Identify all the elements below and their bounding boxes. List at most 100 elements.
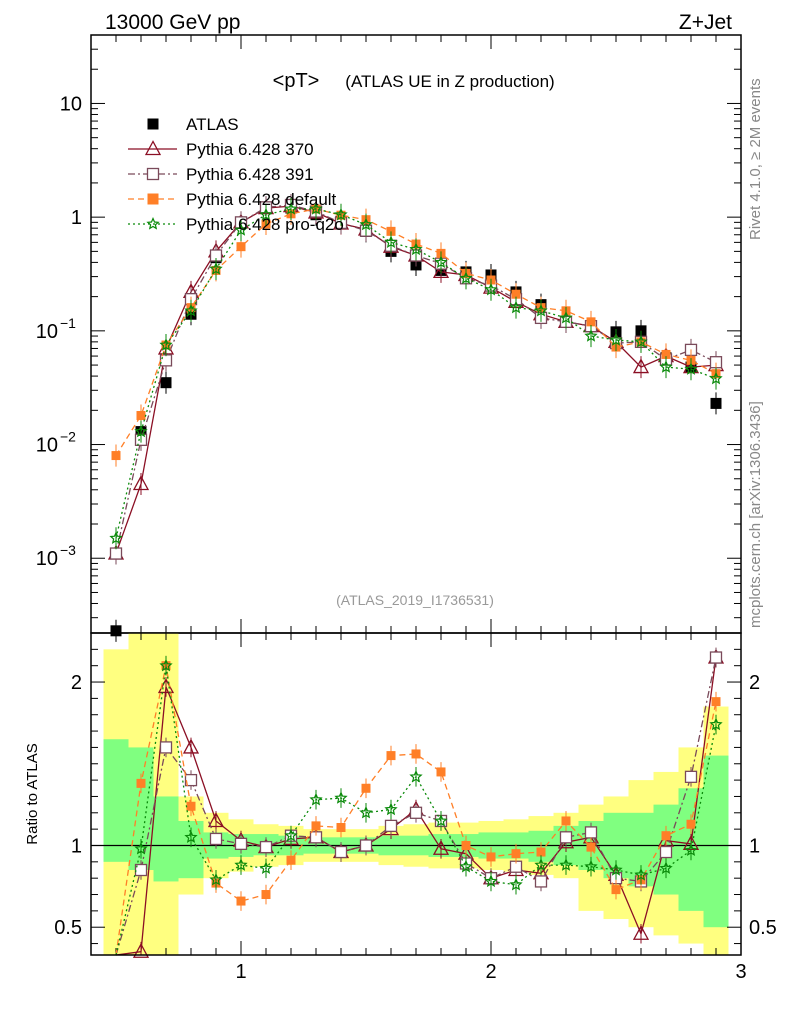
marker-square-open <box>209 832 223 846</box>
ratio-band-green <box>153 796 179 882</box>
side-label-top: Rivet 4.1.0, ≥ 2M events <box>747 78 764 240</box>
marker-square-open <box>234 837 248 851</box>
marker-square <box>286 855 296 865</box>
marker-star <box>459 271 473 284</box>
marker-square <box>361 783 371 793</box>
marker-square <box>511 849 521 859</box>
marker-square <box>461 840 471 850</box>
legend: ATLAS Pythia 6.428 370 Pythia 6.428 391 Pyt… <box>128 115 344 234</box>
marker-star <box>284 201 298 215</box>
marker-triangle <box>432 839 450 855</box>
marker-square-open <box>159 741 173 754</box>
marker-square <box>110 625 122 637</box>
ratio-band-green <box>703 755 729 928</box>
marker-square <box>160 377 172 389</box>
marker-triangle <box>632 924 650 940</box>
plot-title-sub: (ATLAS UE in Z production) <box>345 72 554 91</box>
marker-square <box>236 896 246 906</box>
marker-star <box>184 830 198 844</box>
marker-square <box>686 819 696 829</box>
marker-square <box>147 118 159 130</box>
ratio-axes: 1 2 30.5 0.51 12 2 <box>54 632 777 983</box>
marker-square-open <box>684 770 698 783</box>
marker-star <box>434 813 448 827</box>
marker-star <box>384 802 398 816</box>
ratio-y-tick-label-right: 0.5 <box>749 917 777 939</box>
marker-square <box>386 751 396 761</box>
marker-star <box>146 216 160 230</box>
marker-square-open <box>409 806 423 819</box>
marker-star <box>534 858 548 871</box>
marker-star <box>359 805 373 819</box>
legend-label: Pythia 6.428 391 <box>186 165 314 184</box>
marker-square <box>311 821 321 831</box>
marker-square <box>236 242 246 252</box>
marker-square-open <box>159 354 173 367</box>
marker-square <box>586 842 596 852</box>
y-tick-label: 10 <box>36 321 58 343</box>
legend-label: Pythia 6.428 default <box>186 190 337 209</box>
ratio-plot-frame <box>90 632 742 956</box>
marker-square <box>661 831 671 841</box>
marker-square <box>411 749 421 759</box>
marker-star <box>234 223 248 236</box>
marker-square <box>561 816 571 826</box>
marker-square <box>586 317 596 327</box>
marker-square <box>136 778 146 788</box>
marker-star <box>259 861 273 875</box>
y-tick-exponent: −1 <box>60 315 76 331</box>
marker-star <box>484 282 498 296</box>
marker-star <box>534 303 548 317</box>
marker-triangle <box>182 738 200 754</box>
marker-triangle <box>132 475 150 491</box>
legend-label: Pythia 6.428 pro-q2o <box>186 215 344 234</box>
marker-star <box>209 261 223 275</box>
ratio-band-green <box>103 739 129 862</box>
marker-star <box>584 859 598 873</box>
main-series-group <box>107 193 725 642</box>
header-left: 13000 GeV pp <box>105 11 240 34</box>
marker-square <box>147 193 159 205</box>
marker-triangle <box>207 812 225 828</box>
marker-star <box>634 867 648 881</box>
marker-square <box>436 767 446 777</box>
ratio-y-tick-label: 0.5 <box>54 917 82 939</box>
marker-triangle <box>132 942 150 958</box>
marker-star <box>559 858 573 871</box>
marker-triangle <box>144 140 162 156</box>
marker-star <box>284 828 298 842</box>
marker-square-open <box>134 863 148 877</box>
marker-square-open <box>184 773 198 787</box>
y-tick-exponent: −2 <box>60 429 76 445</box>
marker-star <box>309 792 323 806</box>
legend-label: Pythia 6.428 370 <box>186 140 314 159</box>
marker-star <box>659 861 673 875</box>
marker-star <box>109 531 123 544</box>
marker-square <box>486 852 496 862</box>
marker-star <box>334 207 348 221</box>
y-tick-label: 1 <box>71 207 82 229</box>
marker-star <box>709 371 723 385</box>
ratio-y-tick-label-right: 2 <box>749 672 760 694</box>
marker-star <box>559 310 573 324</box>
y-tick-label: 10 <box>36 548 58 570</box>
marker-square-open <box>359 839 373 852</box>
y-tick-label: 10 <box>36 435 58 457</box>
marker-triangle <box>432 263 450 279</box>
ratio-series-group <box>115 647 725 958</box>
marker-square-open <box>109 547 123 560</box>
marker-star <box>259 207 273 221</box>
marker-square-open <box>384 819 398 833</box>
marker-square <box>511 289 521 299</box>
ratio-y-tick-label-right: 1 <box>749 835 760 857</box>
marker-square <box>261 890 271 900</box>
marker-star <box>134 424 148 438</box>
ratio-series-4 <box>115 655 723 956</box>
marker-square <box>186 801 196 811</box>
header-right: Z+Jet <box>679 11 732 34</box>
marker-star <box>484 874 498 888</box>
marker-square <box>111 451 121 461</box>
marker-star <box>509 300 523 314</box>
marker-star <box>184 303 198 317</box>
